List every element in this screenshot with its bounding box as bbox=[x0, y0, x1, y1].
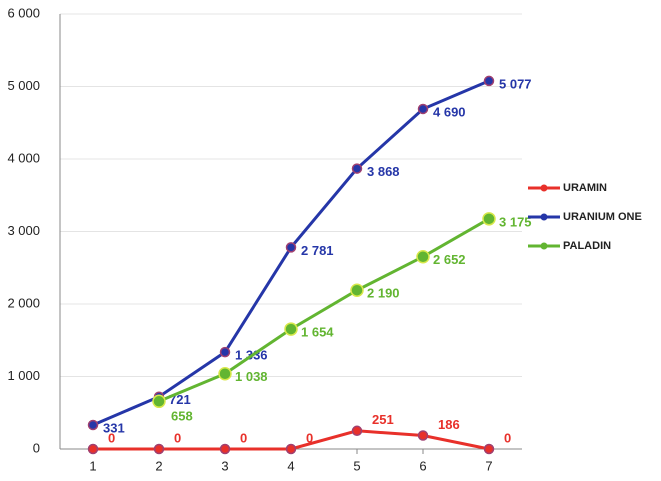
legend-label: PALADIN bbox=[563, 240, 611, 252]
x-tick-label: 4 bbox=[287, 458, 294, 473]
value-label: 0 bbox=[240, 430, 247, 445]
point bbox=[483, 443, 495, 455]
value-label: 3 175 bbox=[499, 214, 532, 229]
y-tick-label: 1 000 bbox=[7, 368, 40, 383]
x-tick-label: 3 bbox=[221, 458, 228, 473]
point bbox=[87, 419, 99, 431]
point bbox=[219, 443, 231, 455]
x-tick-label: 6 bbox=[419, 458, 426, 473]
legend-label: URANIUM ONE bbox=[563, 211, 642, 223]
x-tick-label: 7 bbox=[485, 458, 492, 473]
point bbox=[483, 75, 495, 87]
point bbox=[351, 163, 363, 174]
point bbox=[152, 394, 166, 409]
value-label: 186 bbox=[438, 417, 460, 432]
y-tick-label: 3 000 bbox=[7, 223, 40, 238]
value-label: 4 690 bbox=[433, 104, 466, 119]
value-label: 2 190 bbox=[367, 286, 400, 301]
value-label: 0 bbox=[174, 430, 181, 445]
value-label: 0 bbox=[108, 430, 115, 445]
point bbox=[284, 322, 298, 336]
series-line bbox=[158, 217, 490, 403]
point bbox=[417, 430, 429, 441]
legend-marker bbox=[540, 213, 548, 221]
point bbox=[417, 103, 429, 115]
point bbox=[285, 242, 297, 253]
y-tick-label: 0 bbox=[33, 440, 40, 455]
legend-marker bbox=[540, 242, 548, 250]
value-label: 251 bbox=[372, 412, 394, 427]
point bbox=[350, 283, 364, 297]
y-tick-label: 6 000 bbox=[7, 5, 40, 20]
value-label: 3 868 bbox=[367, 164, 400, 179]
value-label: 331 bbox=[103, 420, 125, 435]
value-label: 0 bbox=[504, 430, 511, 445]
point bbox=[285, 443, 297, 455]
value-label: 1 654 bbox=[301, 325, 334, 340]
point bbox=[416, 249, 430, 264]
point bbox=[219, 346, 231, 358]
value-label: 1 038 bbox=[235, 369, 268, 384]
legend-label: URAMIN bbox=[563, 182, 607, 194]
point bbox=[153, 443, 165, 455]
y-tick-label: 4 000 bbox=[7, 150, 40, 165]
point bbox=[351, 425, 363, 437]
x-tick-label: 2 bbox=[155, 458, 162, 473]
y-tick-label: 5 000 bbox=[7, 78, 40, 93]
value-label: 658 bbox=[171, 409, 193, 424]
point bbox=[482, 212, 496, 226]
value-label: 2 652 bbox=[433, 252, 466, 267]
point bbox=[87, 443, 99, 455]
x-tick-label: 5 bbox=[353, 458, 360, 473]
x-tick-label: 1 bbox=[89, 458, 96, 473]
legend-marker bbox=[540, 184, 548, 192]
value-label: 2 781 bbox=[301, 243, 334, 258]
point bbox=[218, 366, 232, 381]
y-tick-label: 2 000 bbox=[7, 295, 40, 310]
value-label: 0 bbox=[306, 430, 313, 445]
value-label: 5 077 bbox=[499, 76, 532, 91]
